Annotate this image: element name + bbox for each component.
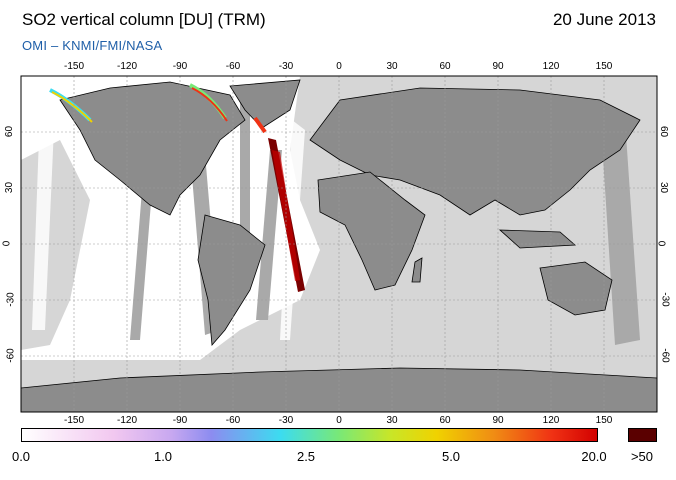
colorbar-gradient	[21, 428, 598, 442]
latitude-label: 30	[4, 181, 16, 194]
latitude-label: 0	[655, 240, 667, 247]
latitude-label: -60	[659, 348, 671, 363]
colorbar-label: >50	[630, 449, 654, 464]
latitude-label: -60	[5, 348, 17, 363]
colorbar-over-swatch	[628, 428, 657, 442]
longitude-label: 30	[386, 61, 398, 72]
longitude-label: 0	[336, 415, 342, 426]
longitude-label: 150	[595, 415, 613, 426]
madagascar	[411, 257, 423, 283]
longitude-label: -30	[278, 61, 294, 72]
longitude-label: -90	[172, 415, 188, 426]
map-frame	[20, 75, 658, 413]
longitude-label: -90	[172, 61, 188, 72]
longitude-label: 90	[492, 61, 504, 72]
latitude-label: 60	[658, 125, 670, 138]
indonesia	[498, 229, 577, 249]
longitude-label: 30	[386, 415, 398, 426]
map-date: 20 June 2013	[552, 10, 656, 29]
colorbar-label: 20.0	[581, 449, 607, 464]
longitude-label: 60	[439, 415, 451, 426]
longitude-label: 120	[542, 61, 560, 72]
latitude-label: -30	[5, 292, 17, 307]
greenland	[229, 79, 301, 129]
longitude-label: 150	[595, 61, 613, 72]
latitude-label: 0	[1, 240, 13, 247]
map-title: SO2 vertical column [DU] (TRM)	[22, 10, 266, 29]
longitude-label: -30	[278, 415, 294, 426]
longitude-label: 60	[439, 61, 451, 72]
colorbar-label: 2.5	[296, 449, 316, 464]
graticule	[21, 76, 657, 412]
longitude-label: 0	[336, 61, 342, 72]
longitude-label: -150	[63, 415, 85, 426]
eurasia	[309, 87, 641, 216]
australia	[539, 261, 613, 316]
latitude-label: 60	[4, 125, 16, 138]
longitude-label: 120	[542, 415, 560, 426]
colorbar-label: 0.0	[11, 449, 31, 464]
longitude-label: 90	[492, 415, 504, 426]
data-source: OMI – KNMI/FMI/NASA	[22, 38, 163, 53]
longitude-label: -120	[116, 61, 138, 72]
colorbar-label: 1.0	[153, 449, 173, 464]
colorbar-label: 5.0	[441, 449, 461, 464]
longitude-label: -150	[63, 61, 85, 72]
latitude-label: -30	[659, 292, 671, 307]
africa	[317, 171, 426, 291]
longitude-label: -120	[116, 415, 138, 426]
colorbar	[21, 428, 598, 442]
latitude-label: 30	[658, 181, 670, 194]
longitude-label: -60	[225, 415, 241, 426]
longitude-label: -60	[225, 61, 241, 72]
south-america	[197, 214, 266, 346]
